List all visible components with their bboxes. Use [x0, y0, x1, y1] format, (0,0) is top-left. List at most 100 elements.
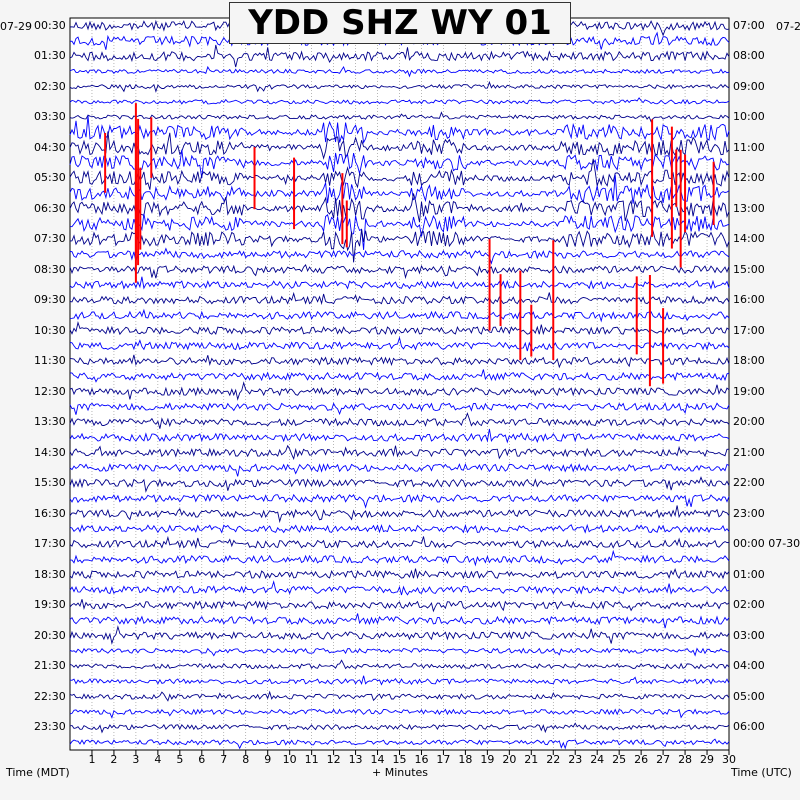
x-tick-label: 3 [132, 753, 140, 766]
seismic-trace [69, 738, 730, 750]
x-tick-label: 7 [220, 753, 228, 766]
seismic-trace [69, 567, 730, 580]
x-tick-label: 17 [436, 753, 451, 766]
seismic-trace [69, 599, 730, 613]
right-time-label: 17:00 [733, 323, 765, 337]
x-tick-label: 10 [282, 753, 297, 766]
seismic-trace [69, 444, 730, 461]
left-axis-label: Time (MDT) [6, 766, 70, 779]
seismic-trace [69, 428, 730, 444]
x-tick-label: 14 [370, 753, 385, 766]
right-time-label: 06:00 [733, 720, 765, 734]
x-tick-label: 23 [568, 753, 583, 766]
seismic-trace [69, 193, 730, 223]
seismic-trace [69, 115, 730, 144]
seismic-trace [69, 535, 730, 550]
seismic-trace [69, 369, 730, 383]
seismic-trace [69, 276, 730, 290]
left-time-label: 20:30 [34, 628, 66, 642]
right-time-label: 11:00 [733, 140, 765, 154]
x-axis-ticks [91, 750, 730, 755]
left-time-label: 08:30 [34, 262, 66, 276]
left-date-label: 07-29 [0, 20, 32, 33]
left-time-label: 04:30 [34, 140, 66, 154]
left-time-label: 17:30 [34, 537, 66, 551]
x-tick-label: 20 [502, 753, 517, 766]
x-tick-label: 21 [524, 753, 539, 766]
seismic-trace [69, 523, 730, 534]
right-time-label: 15:00 [733, 262, 765, 276]
seismic-trace [69, 336, 730, 352]
right-time-label: 13:00 [733, 201, 765, 215]
right-time-label: 09:00 [733, 79, 765, 93]
left-time-label: 19:30 [34, 598, 66, 612]
x-tick-label: 22 [546, 753, 561, 766]
x-tick-label: 15 [392, 753, 407, 766]
left-time-label: 02:30 [34, 79, 66, 93]
left-time-label: 01:30 [34, 49, 66, 63]
right-time-label: 08:00 [733, 49, 765, 63]
seismic-traces [69, 16, 730, 750]
left-time-label: 03:30 [34, 110, 66, 124]
seismic-trace [69, 493, 730, 509]
x-tick-label: 5 [176, 753, 184, 766]
x-tick-label: 18 [458, 753, 473, 766]
x-tick-label: 25 [612, 753, 627, 766]
seismic-trace [69, 264, 730, 280]
right-time-label: 21:00 [733, 445, 765, 459]
x-tick-label: 8 [242, 753, 250, 766]
seismic-trace [69, 174, 730, 204]
seismic-trace [69, 463, 730, 477]
right-time-label: 19:00 [733, 384, 765, 398]
seismic-trace [69, 722, 730, 734]
right-time-label: 14:00 [733, 232, 765, 246]
x-tick-label: 2 [110, 753, 118, 766]
seismic-trace [69, 476, 730, 493]
seismic-trace [69, 320, 730, 336]
seismic-trace [69, 291, 730, 306]
right-time-label: 00:00 07-30 [733, 537, 800, 551]
right-time-label: 23:00 [733, 506, 765, 520]
seismic-trace [70, 549, 730, 567]
seismic-trace [69, 613, 730, 629]
x-tick-label: 28 [678, 753, 693, 766]
right-time-label: 04:00 [733, 659, 765, 673]
seismic-trace [69, 213, 730, 250]
seismic-trace [69, 149, 730, 179]
seismic-trace [69, 158, 730, 190]
x-axis-label: + Minutes [372, 766, 429, 779]
seismic-trace [69, 412, 730, 429]
right-time-label: 01:00 [733, 567, 765, 581]
seismic-trace [69, 229, 730, 263]
left-time-label: 22:30 [34, 689, 66, 703]
left-time-label: 23:30 [34, 720, 66, 734]
x-tick-label: 13 [348, 753, 363, 766]
x-tick-label: 19 [480, 753, 495, 766]
x-tick-label: 6 [198, 753, 206, 766]
x-tick-label: 11 [304, 753, 319, 766]
seismic-trace [69, 402, 730, 416]
left-time-label: 11:30 [34, 354, 66, 368]
right-axis-label: Time (UTC) [731, 766, 792, 779]
x-tick-label: 26 [634, 753, 649, 766]
left-time-label: 12:30 [34, 384, 66, 398]
left-time-label: 10:30 [34, 323, 66, 337]
seismic-trace [69, 708, 730, 719]
left-time-label: 14:30 [34, 445, 66, 459]
seismic-trace [69, 247, 730, 265]
seismic-trace [69, 505, 730, 524]
right-time-label: 16:00 [733, 293, 765, 307]
x-tick-label: 30 [722, 753, 736, 766]
seismic-trace [69, 625, 730, 645]
left-time-label: 06:30 [34, 201, 66, 215]
x-tick-label: 27 [656, 753, 671, 766]
x-tick-label: 4 [154, 753, 162, 766]
right-time-label: 05:00 [733, 689, 765, 703]
seismic-trace [69, 44, 730, 68]
x-tick-label: 1 [88, 753, 96, 766]
left-time-label: 15:30 [34, 476, 66, 490]
left-time-label: 13:30 [34, 415, 66, 429]
seismic-trace [69, 131, 730, 160]
x-tick-label: 9 [264, 753, 272, 766]
